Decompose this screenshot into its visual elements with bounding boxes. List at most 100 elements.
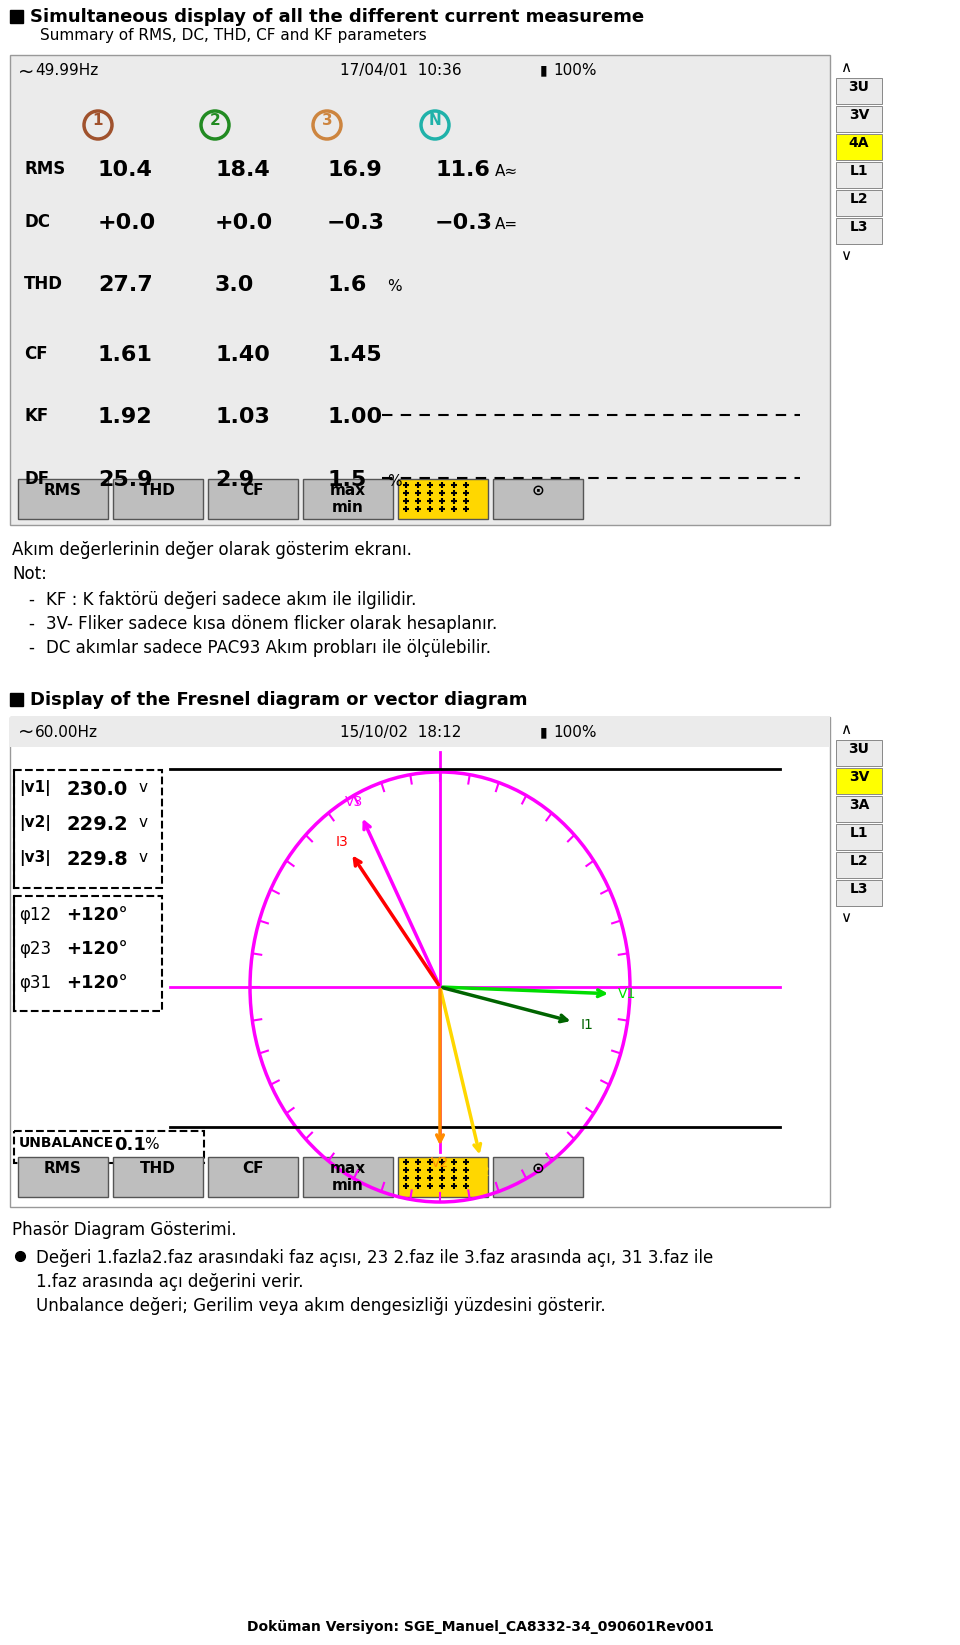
Bar <box>398 1156 488 1198</box>
Bar <box>836 161 882 188</box>
Bar <box>14 1132 204 1163</box>
Text: 2: 2 <box>209 114 221 128</box>
Text: ~: ~ <box>18 63 35 82</box>
Text: I3: I3 <box>336 836 348 849</box>
Text: RMS: RMS <box>44 1161 82 1176</box>
Bar <box>14 770 162 888</box>
Text: L3: L3 <box>850 882 868 897</box>
Text: φ23: φ23 <box>19 939 51 957</box>
Text: Summary of RMS, DC, THD, CF and KF parameters: Summary of RMS, DC, THD, CF and KF param… <box>40 28 427 43</box>
Text: max
min: max min <box>330 1161 366 1193</box>
Bar <box>836 191 882 215</box>
Bar <box>10 10 23 23</box>
Text: -: - <box>28 638 34 656</box>
Text: UNBALANCE: UNBALANCE <box>19 1137 114 1150</box>
Text: Akım değerlerinin değer olarak gösterim ekranı.: Akım değerlerinin değer olarak gösterim … <box>12 541 412 559</box>
Bar <box>303 1156 393 1198</box>
Bar <box>493 479 583 520</box>
Text: L1: L1 <box>850 826 868 841</box>
Bar <box>10 717 830 1207</box>
Text: 4A: 4A <box>849 137 869 150</box>
Text: 1.00: 1.00 <box>327 406 382 428</box>
Text: Not:: Not: <box>12 564 47 582</box>
Text: DC: DC <box>24 212 50 230</box>
Text: 1.40: 1.40 <box>215 345 270 365</box>
Text: 10.4: 10.4 <box>98 160 153 179</box>
Text: I2: I2 <box>478 1165 491 1179</box>
Text: 3U: 3U <box>849 81 870 94</box>
Text: 3A: 3A <box>849 798 869 813</box>
Text: %: % <box>387 280 401 294</box>
Text: 2.9: 2.9 <box>215 470 254 490</box>
Bar <box>836 740 882 767</box>
Text: 1.6: 1.6 <box>327 275 367 294</box>
Text: 3V- Fliker sadece kısa dönem flicker olarak hesaplanır.: 3V- Fliker sadece kısa dönem flicker ola… <box>46 615 497 633</box>
Text: V1: V1 <box>617 987 636 1002</box>
Bar <box>208 479 298 520</box>
Text: 1: 1 <box>93 114 104 128</box>
Text: CF: CF <box>242 484 264 498</box>
Text: -: - <box>28 615 34 633</box>
Bar <box>10 693 23 706</box>
Text: +0.0: +0.0 <box>98 212 156 234</box>
Text: +120°: +120° <box>66 939 128 957</box>
Text: 60.00Hz: 60.00Hz <box>35 725 98 740</box>
Text: CF: CF <box>24 345 48 364</box>
Text: THD: THD <box>24 275 63 293</box>
Text: KF: KF <box>24 406 48 424</box>
Text: φ12: φ12 <box>19 906 51 924</box>
Bar <box>493 1156 583 1198</box>
Text: 100%: 100% <box>553 63 596 77</box>
Text: Unbalance değeri; Gerilim veya akım dengesizliği yüzdesini gösterir.: Unbalance değeri; Gerilim veya akım deng… <box>36 1296 606 1314</box>
Text: %: % <box>144 1137 158 1152</box>
Text: +0.0: +0.0 <box>215 212 274 234</box>
Text: THD: THD <box>140 484 176 498</box>
Text: V3: V3 <box>345 795 363 809</box>
Bar <box>208 1156 298 1198</box>
Text: A≈: A≈ <box>495 164 518 179</box>
Text: +120°: +120° <box>66 906 128 924</box>
Text: L3: L3 <box>850 220 868 234</box>
Text: 1.45: 1.45 <box>327 345 382 365</box>
Bar <box>836 852 882 878</box>
Text: ▮: ▮ <box>540 63 547 77</box>
Text: Display of the Fresnel diagram or vector diagram: Display of the Fresnel diagram or vector… <box>30 691 527 709</box>
Text: |v1|: |v1| <box>19 780 51 796</box>
Text: 3.0: 3.0 <box>215 275 254 294</box>
Bar <box>836 796 882 822</box>
Bar <box>10 717 830 747</box>
Text: 25.9: 25.9 <box>98 470 153 490</box>
Text: ∨: ∨ <box>840 910 852 924</box>
Bar <box>836 133 882 160</box>
Text: max
min: max min <box>330 484 366 515</box>
Text: 3U: 3U <box>849 742 870 757</box>
Text: KF : K faktörü değeri sadece akım ile ilgilidir.: KF : K faktörü değeri sadece akım ile il… <box>46 591 417 609</box>
Text: L2: L2 <box>850 192 868 206</box>
Bar <box>836 219 882 243</box>
Text: 1.faz arasında açı değerini verir.: 1.faz arasında açı değerini verir. <box>36 1273 303 1291</box>
Text: |v3|: |v3| <box>19 850 51 865</box>
Bar <box>18 1156 108 1198</box>
Text: -: - <box>28 591 34 609</box>
Bar <box>398 479 488 520</box>
Bar <box>10 54 830 525</box>
Text: 1.92: 1.92 <box>98 406 153 428</box>
Text: ∧: ∧ <box>840 59 852 76</box>
Text: ▮: ▮ <box>540 725 547 739</box>
Text: +120°: +120° <box>66 974 128 992</box>
Text: 1.03: 1.03 <box>215 406 270 428</box>
Text: |v2|: |v2| <box>19 814 51 831</box>
Text: 229.2: 229.2 <box>66 814 128 834</box>
Text: 15/10/02  18:12: 15/10/02 18:12 <box>340 725 462 740</box>
Text: 1.61: 1.61 <box>98 345 153 365</box>
Text: ∨: ∨ <box>840 248 852 263</box>
Text: −0.3: −0.3 <box>435 212 493 234</box>
Text: 18.4: 18.4 <box>215 160 270 179</box>
Text: 11.6: 11.6 <box>435 160 490 179</box>
Text: 49.99Hz: 49.99Hz <box>35 63 98 77</box>
Text: φ31: φ31 <box>19 974 51 992</box>
Text: RMS: RMS <box>24 160 65 178</box>
Text: Phasör Diagram Gösterimi.: Phasör Diagram Gösterimi. <box>12 1221 236 1239</box>
Text: L2: L2 <box>850 854 868 869</box>
Text: Doküman Versiyon: SGE_Manuel_CA8332-34_090601Rev001: Doküman Versiyon: SGE_Manuel_CA8332-34_0… <box>247 1620 713 1633</box>
